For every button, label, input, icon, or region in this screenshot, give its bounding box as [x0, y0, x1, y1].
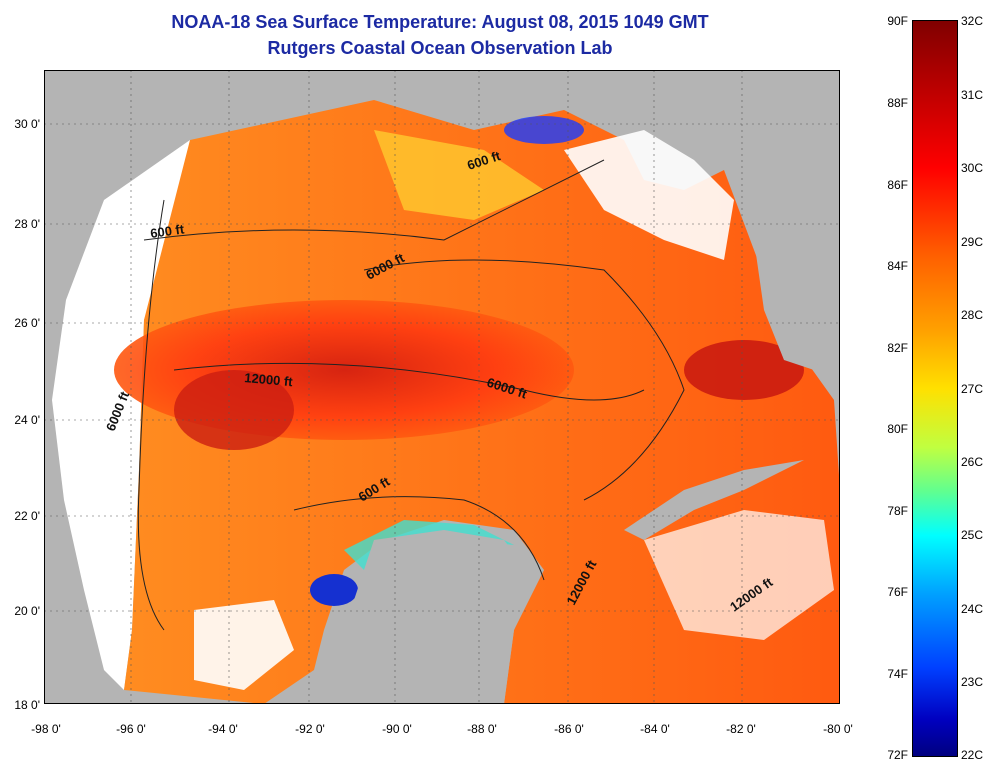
- lon-label-82: -82 0': [726, 722, 756, 736]
- colorbar-f-86: 86F: [887, 178, 908, 192]
- lat-label-26: 26 0': [14, 316, 40, 330]
- colorbar-c-29: 29C: [961, 235, 984, 249]
- colorbar-f-72: 72F: [887, 748, 908, 762]
- colorbar-c-24: 24C: [961, 602, 984, 616]
- colorbar-f-76: 76F: [887, 585, 908, 599]
- map-title: NOAA-18 Sea Surface Temperature: August …: [171, 12, 709, 32]
- lon-label-98: -98 0': [31, 722, 61, 736]
- lon-label-80: -80 0': [823, 722, 853, 736]
- colorbar-f-74: 74F: [887, 667, 908, 681]
- map-subtitle: Rutgers Coastal Ocean Observation Lab: [267, 38, 613, 58]
- cold-patch-north: [504, 116, 584, 144]
- lon-label-96: -96 0': [116, 722, 146, 736]
- contour-6000ft-west: [137, 199, 165, 631]
- warm-core-east: [684, 340, 804, 400]
- contour-label-600-west: 600 ft: [149, 221, 185, 241]
- colorbar-f-80: 80F: [887, 422, 908, 436]
- cold-patch-campeche: [310, 574, 358, 606]
- lat-label-20: 20 0': [14, 604, 40, 618]
- lat-label-28: 28 0': [14, 217, 40, 231]
- lon-label-88: -88 0': [467, 722, 497, 736]
- colorbar-f-90: 90F: [887, 14, 908, 28]
- cuba-land: [624, 460, 804, 540]
- lat-label-22: 22 0': [14, 509, 40, 523]
- colorbar-c-28: 28C: [961, 308, 984, 322]
- lat-label-18: 18 0': [14, 698, 40, 712]
- cloud-patch-southwest: [194, 600, 294, 690]
- contour-600ft-north: [143, 159, 605, 241]
- contour-6000ft-east: [363, 259, 685, 501]
- warm-core-west: [174, 370, 294, 450]
- lon-label-90: -90 0': [382, 722, 412, 736]
- colorbar-c-25: 25C: [961, 528, 984, 542]
- graticule: [44, 70, 840, 704]
- lon-label-84: -84 0': [640, 722, 670, 736]
- cool-band-north: [374, 130, 544, 220]
- sst-map: 600 ft 600 ft 6000 ft 12000 ft 6000 ft 6…: [44, 70, 840, 704]
- contour-label-12000-central: 12000 ft: [244, 370, 294, 389]
- lon-label-92: -92 0': [295, 722, 325, 736]
- colorbar-f-82: 82F: [887, 341, 908, 355]
- lon-label-94: -94 0': [208, 722, 238, 736]
- colorbar-c-31: 31C: [961, 88, 984, 102]
- colorbar-f-88: 88F: [887, 96, 908, 110]
- colorbar-c-27: 27C: [961, 382, 984, 396]
- colorbar-c-30: 30C: [961, 161, 984, 175]
- lat-label-30: 30 0': [14, 117, 40, 131]
- florida-land: [724, 70, 840, 370]
- colorbar-c-22: 22C: [961, 748, 984, 762]
- temperature-colorbar: [912, 20, 958, 757]
- colorbar-c-26: 26C: [961, 455, 984, 469]
- yucatan-land: [344, 530, 534, 704]
- colorbar-c-32: 32C: [961, 14, 984, 28]
- lon-label-86: -86 0': [554, 722, 584, 736]
- colorbar-f-84: 84F: [887, 259, 908, 273]
- lat-label-24: 24 0': [14, 413, 40, 427]
- cloud-patch-cuba: [644, 510, 834, 640]
- colorbar-f-78: 78F: [887, 504, 908, 518]
- map-border: [44, 70, 840, 704]
- contour-12000ft: [173, 362, 645, 401]
- colorbar-c-23: 23C: [961, 675, 984, 689]
- cloud-patch-northeast: [564, 130, 734, 260]
- contour-600ft-south: [293, 496, 545, 581]
